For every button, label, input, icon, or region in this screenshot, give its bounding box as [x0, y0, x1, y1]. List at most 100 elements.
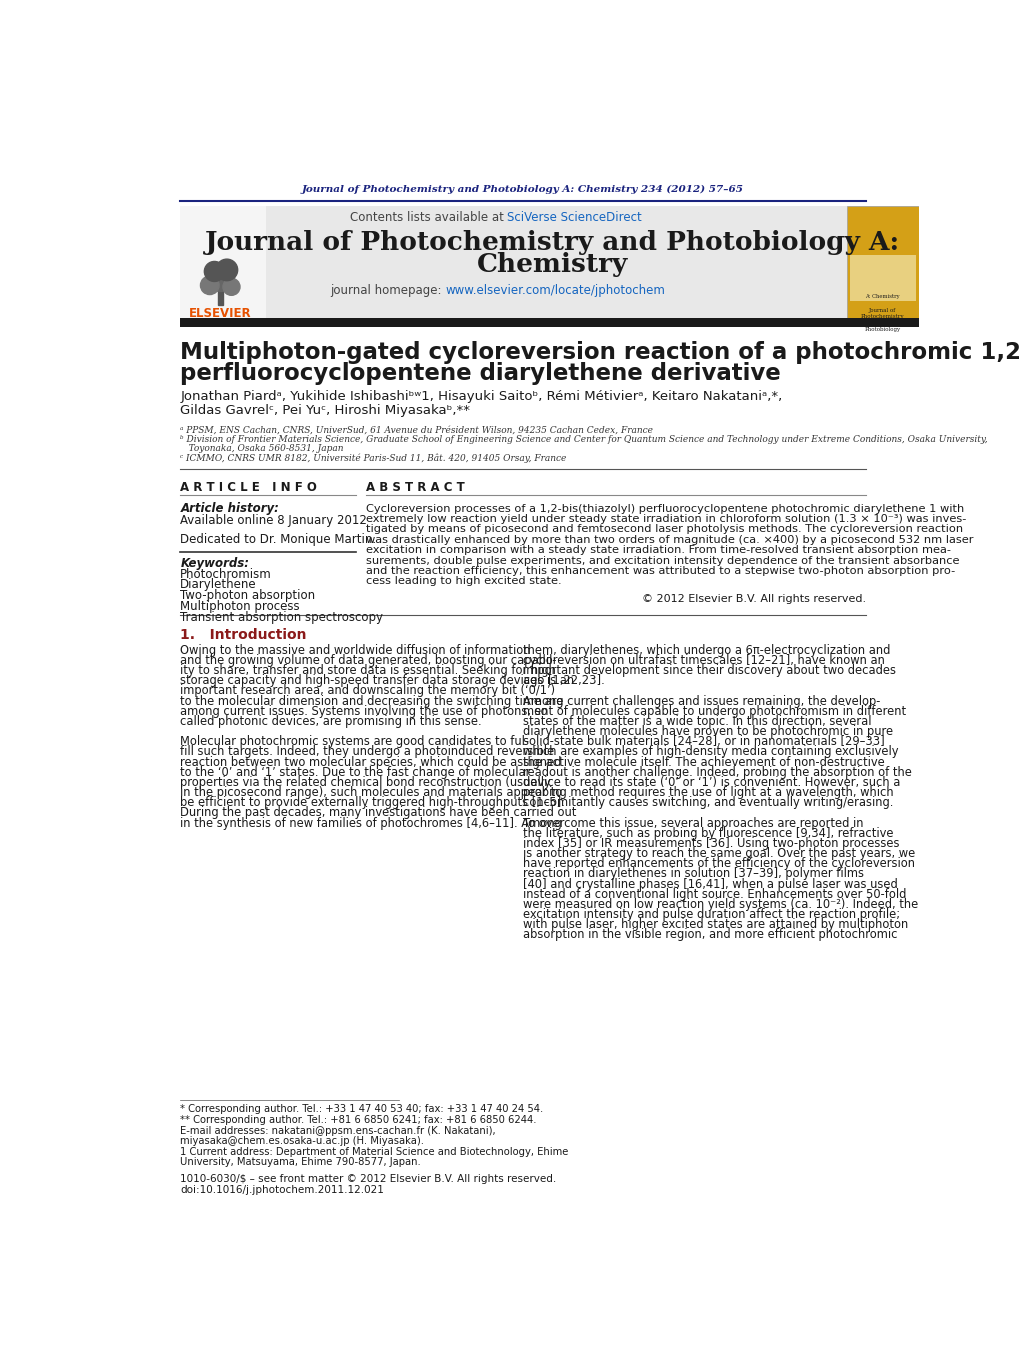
Text: concomitantly causes switching, and eventually writing/erasing.: concomitantly causes switching, and even… [523, 796, 893, 809]
Text: Journal of
Photochemistry
and
Photobiology: Journal of Photochemistry and Photobiolo… [861, 308, 905, 332]
Bar [846, 205, 919, 320]
Text: cess leading to high excited state.: cess leading to high excited state. [367, 577, 562, 586]
Text: ᶜ ICMMO, CNRS UMR 8182, Université Paris-Sud 11, Bât. 420, 91405 Orsay, France: ᶜ ICMMO, CNRS UMR 8182, Université Paris… [181, 453, 567, 462]
Text: Dedicated to Dr. Monique Martin.: Dedicated to Dr. Monique Martin. [181, 532, 377, 546]
Circle shape [216, 259, 238, 281]
Text: Among current challenges and issues remaining, the develop-: Among current challenges and issues rema… [523, 694, 880, 708]
Text: Multiphoton-gated cycloreversion reaction of a photochromic 1,2-bis(thiazolyl): Multiphoton-gated cycloreversion reactio… [181, 340, 1021, 363]
Bar [181, 205, 846, 320]
Text: A R T I C L E   I N F O: A R T I C L E I N F O [181, 481, 318, 493]
Text: perfluorocyclopentene diarylethene derivative: perfluorocyclopentene diarylethene deriv… [181, 362, 781, 385]
Text: device to read its state (‘0’ or ‘1’) is convenient. However, such a: device to read its state (‘0’ or ‘1’) is… [523, 775, 901, 789]
Text: readout is another challenge. Indeed, probing the absorption of the: readout is another challenge. Indeed, pr… [523, 766, 912, 778]
Text: diarylethene molecules have proven to be photochromic in pure: diarylethene molecules have proven to be… [523, 725, 893, 738]
Text: in the synthesis of new families of photochromes [4,6–11]. Among: in the synthesis of new families of phot… [181, 816, 563, 830]
Text: Photochromism: Photochromism [181, 567, 272, 581]
Text: To overcome this issue, several approaches are reported in: To overcome this issue, several approach… [523, 816, 864, 830]
Text: 1 Current address: Department of Material Science and Biotechnology, Ehime: 1 Current address: Department of Materia… [181, 1147, 569, 1156]
Text: E-mail addresses: nakatani@ppsm.ens-cachan.fr (K. Nakatani),: E-mail addresses: nakatani@ppsm.ens-cach… [181, 1125, 496, 1136]
Text: Available online 8 January 2012: Available online 8 January 2012 [181, 513, 368, 527]
Text: Journal of Photochemistry and Photobiology A: Chemistry 234 (2012) 57–65: Journal of Photochemistry and Photobiolo… [302, 185, 744, 195]
Text: the active molecule itself. The achievement of non-destructive: the active molecule itself. The achievem… [523, 755, 884, 769]
Text: the literature, such as probing by fluorescence [9,34], refractive: the literature, such as probing by fluor… [523, 827, 893, 840]
Bar [218, 289, 223, 304]
Text: Toyonaka, Osaka 560-8531, Japan: Toyonaka, Osaka 560-8531, Japan [181, 444, 344, 453]
Text: probing method requires the use of light at a wavelength, which: probing method requires the use of light… [523, 786, 893, 798]
Text: be efficient to provide externally triggered high-throughputs [1–5].: be efficient to provide externally trigg… [181, 796, 566, 809]
Text: fill such targets. Indeed, they undergo a photoinduced reversible: fill such targets. Indeed, they undergo … [181, 746, 554, 758]
Text: to the ‘0’ and ‘1’ states. Due to the fast change of molecular: to the ‘0’ and ‘1’ states. Due to the fa… [181, 766, 531, 778]
Text: ** Corresponding author. Tel.: +81 6 6850 6241; fax: +81 6 6850 6244.: ** Corresponding author. Tel.: +81 6 685… [181, 1115, 537, 1125]
Text: 1010-6030/$ – see front matter © 2012 Elsevier B.V. All rights reserved.: 1010-6030/$ – see front matter © 2012 El… [181, 1174, 556, 1183]
Text: miyasaka@chem.es.osaka-u.ac.jp (H. Miyasaka).: miyasaka@chem.es.osaka-u.ac.jp (H. Miyas… [181, 1136, 425, 1146]
Text: SciVerse ScienceDirect: SciVerse ScienceDirect [507, 211, 642, 224]
Circle shape [200, 276, 220, 295]
Text: absorption in the visible region, and more efficient photochromic: absorption in the visible region, and mo… [523, 928, 897, 942]
Text: During the past decades, many investigations have been carried out: During the past decades, many investigat… [181, 807, 577, 820]
Text: Gildas Gavrelᶜ, Pei Yuᶜ, Hiroshi Miyasakaᵇ,**: Gildas Gavrelᶜ, Pei Yuᶜ, Hiroshi Miyasak… [181, 404, 471, 417]
Text: Contents lists available at: Contents lists available at [350, 211, 507, 224]
Text: important research area, and downscaling the memory bit (‘0/1’): important research area, and downscaling… [181, 685, 555, 697]
Text: them, diarylethenes, which undergo a 6π-electrocyclization and: them, diarylethenes, which undergo a 6π-… [523, 644, 890, 657]
Text: Journal of Photochemistry and Photobiology A:: Journal of Photochemistry and Photobiolo… [205, 231, 900, 255]
Text: journal homepage:: journal homepage: [330, 284, 445, 297]
Text: tigated by means of picosecond and femtosecond laser photolysis methods. The cyc: tigated by means of picosecond and femto… [367, 524, 964, 535]
Text: states of the matter is a wide topic. In this direction, several: states of the matter is a wide topic. In… [523, 715, 871, 728]
Text: [40] and crystalline phases [16,41], when a pulse laser was used: [40] and crystalline phases [16,41], whe… [523, 878, 897, 890]
Text: doi:10.1016/j.jphotochem.2011.12.021: doi:10.1016/j.jphotochem.2011.12.021 [181, 1185, 384, 1196]
Text: Keywords:: Keywords: [181, 557, 249, 570]
Circle shape [223, 278, 240, 296]
Text: ity to share, transfer and store data is essential. Seeking for high: ity to share, transfer and store data is… [181, 665, 556, 677]
Text: © 2012 Elsevier B.V. All rights reserved.: © 2012 Elsevier B.V. All rights reserved… [642, 594, 866, 604]
Bar [181, 205, 265, 320]
Text: Two-photon absorption: Two-photon absorption [181, 589, 315, 603]
Text: Owing to the massive and worldwide diffusion of information: Owing to the massive and worldwide diffu… [181, 644, 531, 657]
Text: in the picosecond range), such molecules and materials appear to: in the picosecond range), such molecules… [181, 786, 563, 798]
Text: to the molecular dimension and decreasing the switching time are: to the molecular dimension and decreasin… [181, 694, 564, 708]
Text: among current issues. Systems involving the use of photons, so: among current issues. Systems involving … [181, 705, 548, 717]
Text: called photonic devices, are promising in this sense.: called photonic devices, are promising i… [181, 715, 482, 728]
Text: surements, double pulse experiments, and excitation intensity dependence of the : surements, double pulse experiments, and… [367, 555, 960, 566]
Bar [849, 254, 916, 301]
Circle shape [206, 263, 235, 292]
Text: have reported enhancements of the efficiency of the cycloreversion: have reported enhancements of the effici… [523, 858, 915, 870]
Text: A: Chemistry: A: Chemistry [865, 295, 900, 300]
Text: excitation in comparison with a steady state irradiation. From time-resolved tra: excitation in comparison with a steady s… [367, 546, 952, 555]
Text: Jonathan Piardᵃ, Yukihide Ishibashiᵇʷ1, Hisayuki Saitoᵇ, Rémi Métivierᵃ, Keitaro: Jonathan Piardᵃ, Yukihide Ishibashiᵇʷ1, … [181, 390, 782, 404]
Text: Article history:: Article history: [181, 503, 279, 515]
Text: cycloreversion on ultrafast timescales [12–21], have known an: cycloreversion on ultrafast timescales [… [523, 654, 885, 667]
Text: properties via the related chemical bond reconstruction (usually: properties via the related chemical bond… [181, 775, 551, 789]
Text: excitation intensity and pulse duration affect the reaction profile;: excitation intensity and pulse duration … [523, 908, 900, 921]
Text: storage capacity and high-speed transfer data storage devices is an: storage capacity and high-speed transfer… [181, 674, 575, 688]
Text: ago [1,22,23].: ago [1,22,23]. [523, 674, 604, 688]
Text: extremely low reaction yield under steady state irradiation in chloroform soluti: extremely low reaction yield under stead… [367, 513, 967, 524]
Text: was drastically enhanced by more than two orders of magnitude (ca. ×400) by a pi: was drastically enhanced by more than tw… [367, 535, 974, 544]
Text: Chemistry: Chemistry [477, 253, 628, 277]
Text: 1.   Introduction: 1. Introduction [181, 628, 307, 642]
Text: solid-state bulk materials [24–28], or in nanomaterials [29–33]: solid-state bulk materials [24–28], or i… [523, 735, 884, 748]
Text: ELSEVIER: ELSEVIER [189, 307, 252, 320]
Text: University, Matsuyama, Ehime 790-8577, Japan.: University, Matsuyama, Ehime 790-8577, J… [181, 1156, 421, 1166]
Text: index [35] or IR measurements [36]. Using two-photon processes: index [35] or IR measurements [36]. Usin… [523, 836, 900, 850]
Text: with pulse laser, higher excited states are attained by multiphoton: with pulse laser, higher excited states … [523, 919, 908, 931]
Text: Molecular photochromic systems are good candidates to ful-: Molecular photochromic systems are good … [181, 735, 529, 748]
Text: ᵇ Division of Frontier Materials Science, Graduate School of Engineering Science: ᵇ Division of Frontier Materials Science… [181, 435, 988, 444]
Text: and the reaction efficiency, this enhancement was attributed to a stepwise two-p: and the reaction efficiency, this enhanc… [367, 566, 956, 576]
Text: Transient absorption spectroscopy: Transient absorption spectroscopy [181, 611, 383, 624]
Text: Multiphoton process: Multiphoton process [181, 600, 300, 613]
Text: * Corresponding author. Tel.: +33 1 47 40 53 40; fax: +33 1 47 40 24 54.: * Corresponding author. Tel.: +33 1 47 4… [181, 1104, 543, 1115]
Text: instead of a conventional light source. Enhancements over 50-fold: instead of a conventional light source. … [523, 888, 907, 901]
Text: ᵃ PPSM, ENS Cachan, CNRS, UniverSud, 61 Avenue du Président Wilson, 94235 Cachan: ᵃ PPSM, ENS Cachan, CNRS, UniverSud, 61 … [181, 426, 653, 435]
Text: Cycloreversion processes of a 1,2-bis(thiazolyl) perfluorocyclopentene photochro: Cycloreversion processes of a 1,2-bis(th… [367, 504, 965, 513]
Text: which are examples of high-density media containing exclusively: which are examples of high-density media… [523, 746, 898, 758]
Text: important development since their discovery about two decades: important development since their discov… [523, 665, 895, 677]
Circle shape [204, 262, 225, 281]
Text: reaction in diarylethenes in solution [37–39], polymer films: reaction in diarylethenes in solution [3… [523, 867, 864, 881]
Text: and the growing volume of data generated, boosting our capabil-: and the growing volume of data generated… [181, 654, 556, 667]
Text: Diarylethene: Diarylethene [181, 578, 257, 592]
Text: is another strategy to reach the same goal. Over the past years, we: is another strategy to reach the same go… [523, 847, 915, 861]
Bar [181, 319, 919, 327]
Text: A B S T R A C T: A B S T R A C T [367, 481, 466, 493]
Text: reaction between two molecular species, which could be assigned: reaction between two molecular species, … [181, 755, 562, 769]
Text: were measured on low reaction yield systems (ca. 10⁻²). Indeed, the: were measured on low reaction yield syst… [523, 898, 918, 911]
